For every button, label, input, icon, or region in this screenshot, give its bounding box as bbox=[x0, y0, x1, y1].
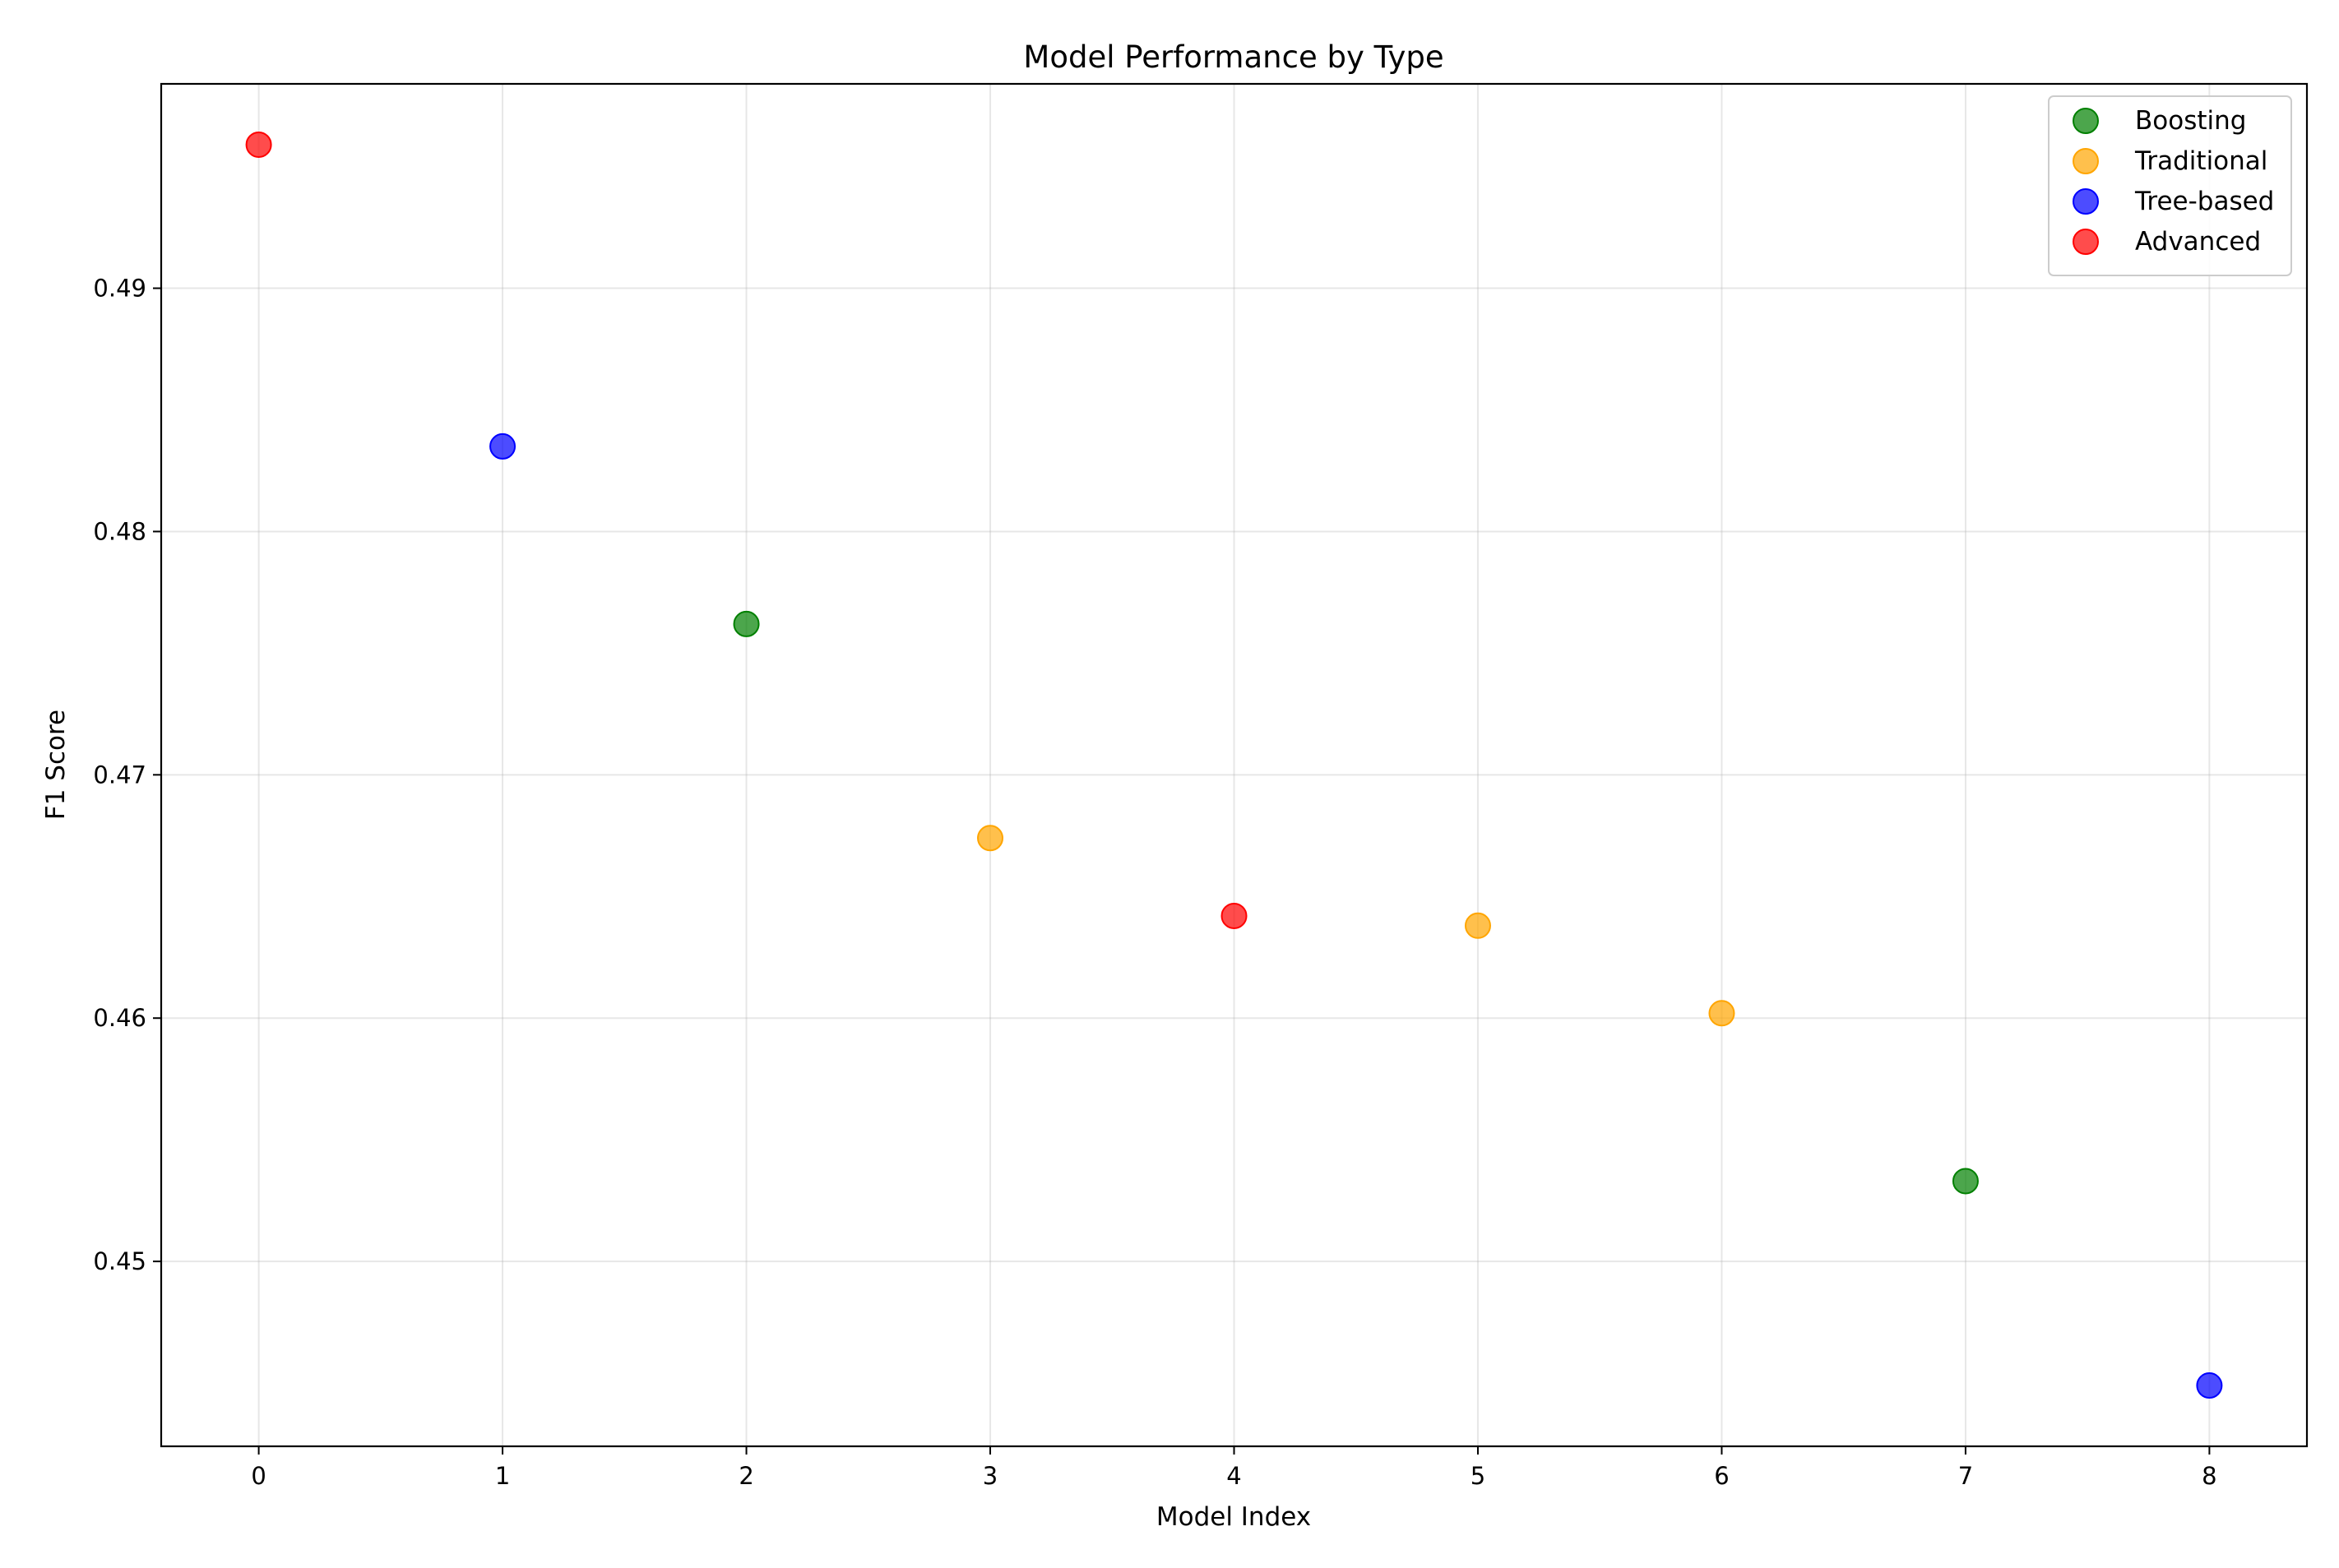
x-tick-label: 7 bbox=[1958, 1462, 1973, 1490]
legend-marker bbox=[2073, 108, 2099, 134]
legend-marker bbox=[2073, 229, 2099, 255]
x-tick-label: 2 bbox=[739, 1462, 753, 1490]
grid bbox=[161, 84, 2307, 1446]
y-tick-label: 0.47 bbox=[93, 761, 146, 789]
legend-entry: Boosting bbox=[2135, 106, 2246, 136]
x-tick-label: 4 bbox=[1226, 1462, 1241, 1490]
y-tick-label: 0.46 bbox=[93, 1004, 146, 1032]
legend-entry: Advanced bbox=[2135, 227, 2261, 257]
data-point bbox=[1952, 1168, 1979, 1195]
legend-entry: Tree-based bbox=[2134, 187, 2274, 216]
data-point bbox=[1708, 1000, 1735, 1027]
x-tick-label: 5 bbox=[1471, 1462, 1485, 1490]
legend-entry: Traditional bbox=[2134, 146, 2267, 176]
y-tick-label: 0.48 bbox=[93, 517, 146, 545]
x-tick-label: 6 bbox=[1714, 1462, 1729, 1490]
data-point bbox=[245, 131, 272, 158]
data-points bbox=[245, 131, 2223, 1399]
x-axis-ticks: 0 1 2 3 4 5 6 7 8 bbox=[251, 1446, 2217, 1490]
y-tick-label: 0.49 bbox=[93, 275, 146, 303]
data-point bbox=[1464, 912, 1491, 939]
y-axis-label: F1 Score bbox=[41, 710, 71, 820]
x-tick-label: 8 bbox=[2202, 1462, 2216, 1490]
data-point bbox=[733, 610, 760, 637]
y-axis-ticks: 0.45 0.46 0.47 0.48 0.49 bbox=[93, 275, 161, 1275]
x-tick-label: 0 bbox=[251, 1462, 266, 1490]
chart-title: Model Performance by Type bbox=[1023, 39, 1443, 75]
x-tick-label: 1 bbox=[495, 1462, 510, 1490]
x-tick-label: 3 bbox=[983, 1462, 998, 1490]
data-point bbox=[489, 432, 516, 460]
x-axis-label: Model Index bbox=[1156, 1502, 1311, 1532]
data-point bbox=[977, 825, 1004, 852]
legend-marker bbox=[2073, 188, 2099, 215]
y-tick-label: 0.45 bbox=[93, 1247, 146, 1275]
legend: Boosting Traditional Tree-based Advanced bbox=[2048, 95, 2292, 276]
data-point bbox=[2196, 1372, 2223, 1399]
data-point bbox=[1220, 902, 1248, 929]
legend-marker bbox=[2073, 148, 2099, 174]
legend-box bbox=[2048, 95, 2292, 276]
